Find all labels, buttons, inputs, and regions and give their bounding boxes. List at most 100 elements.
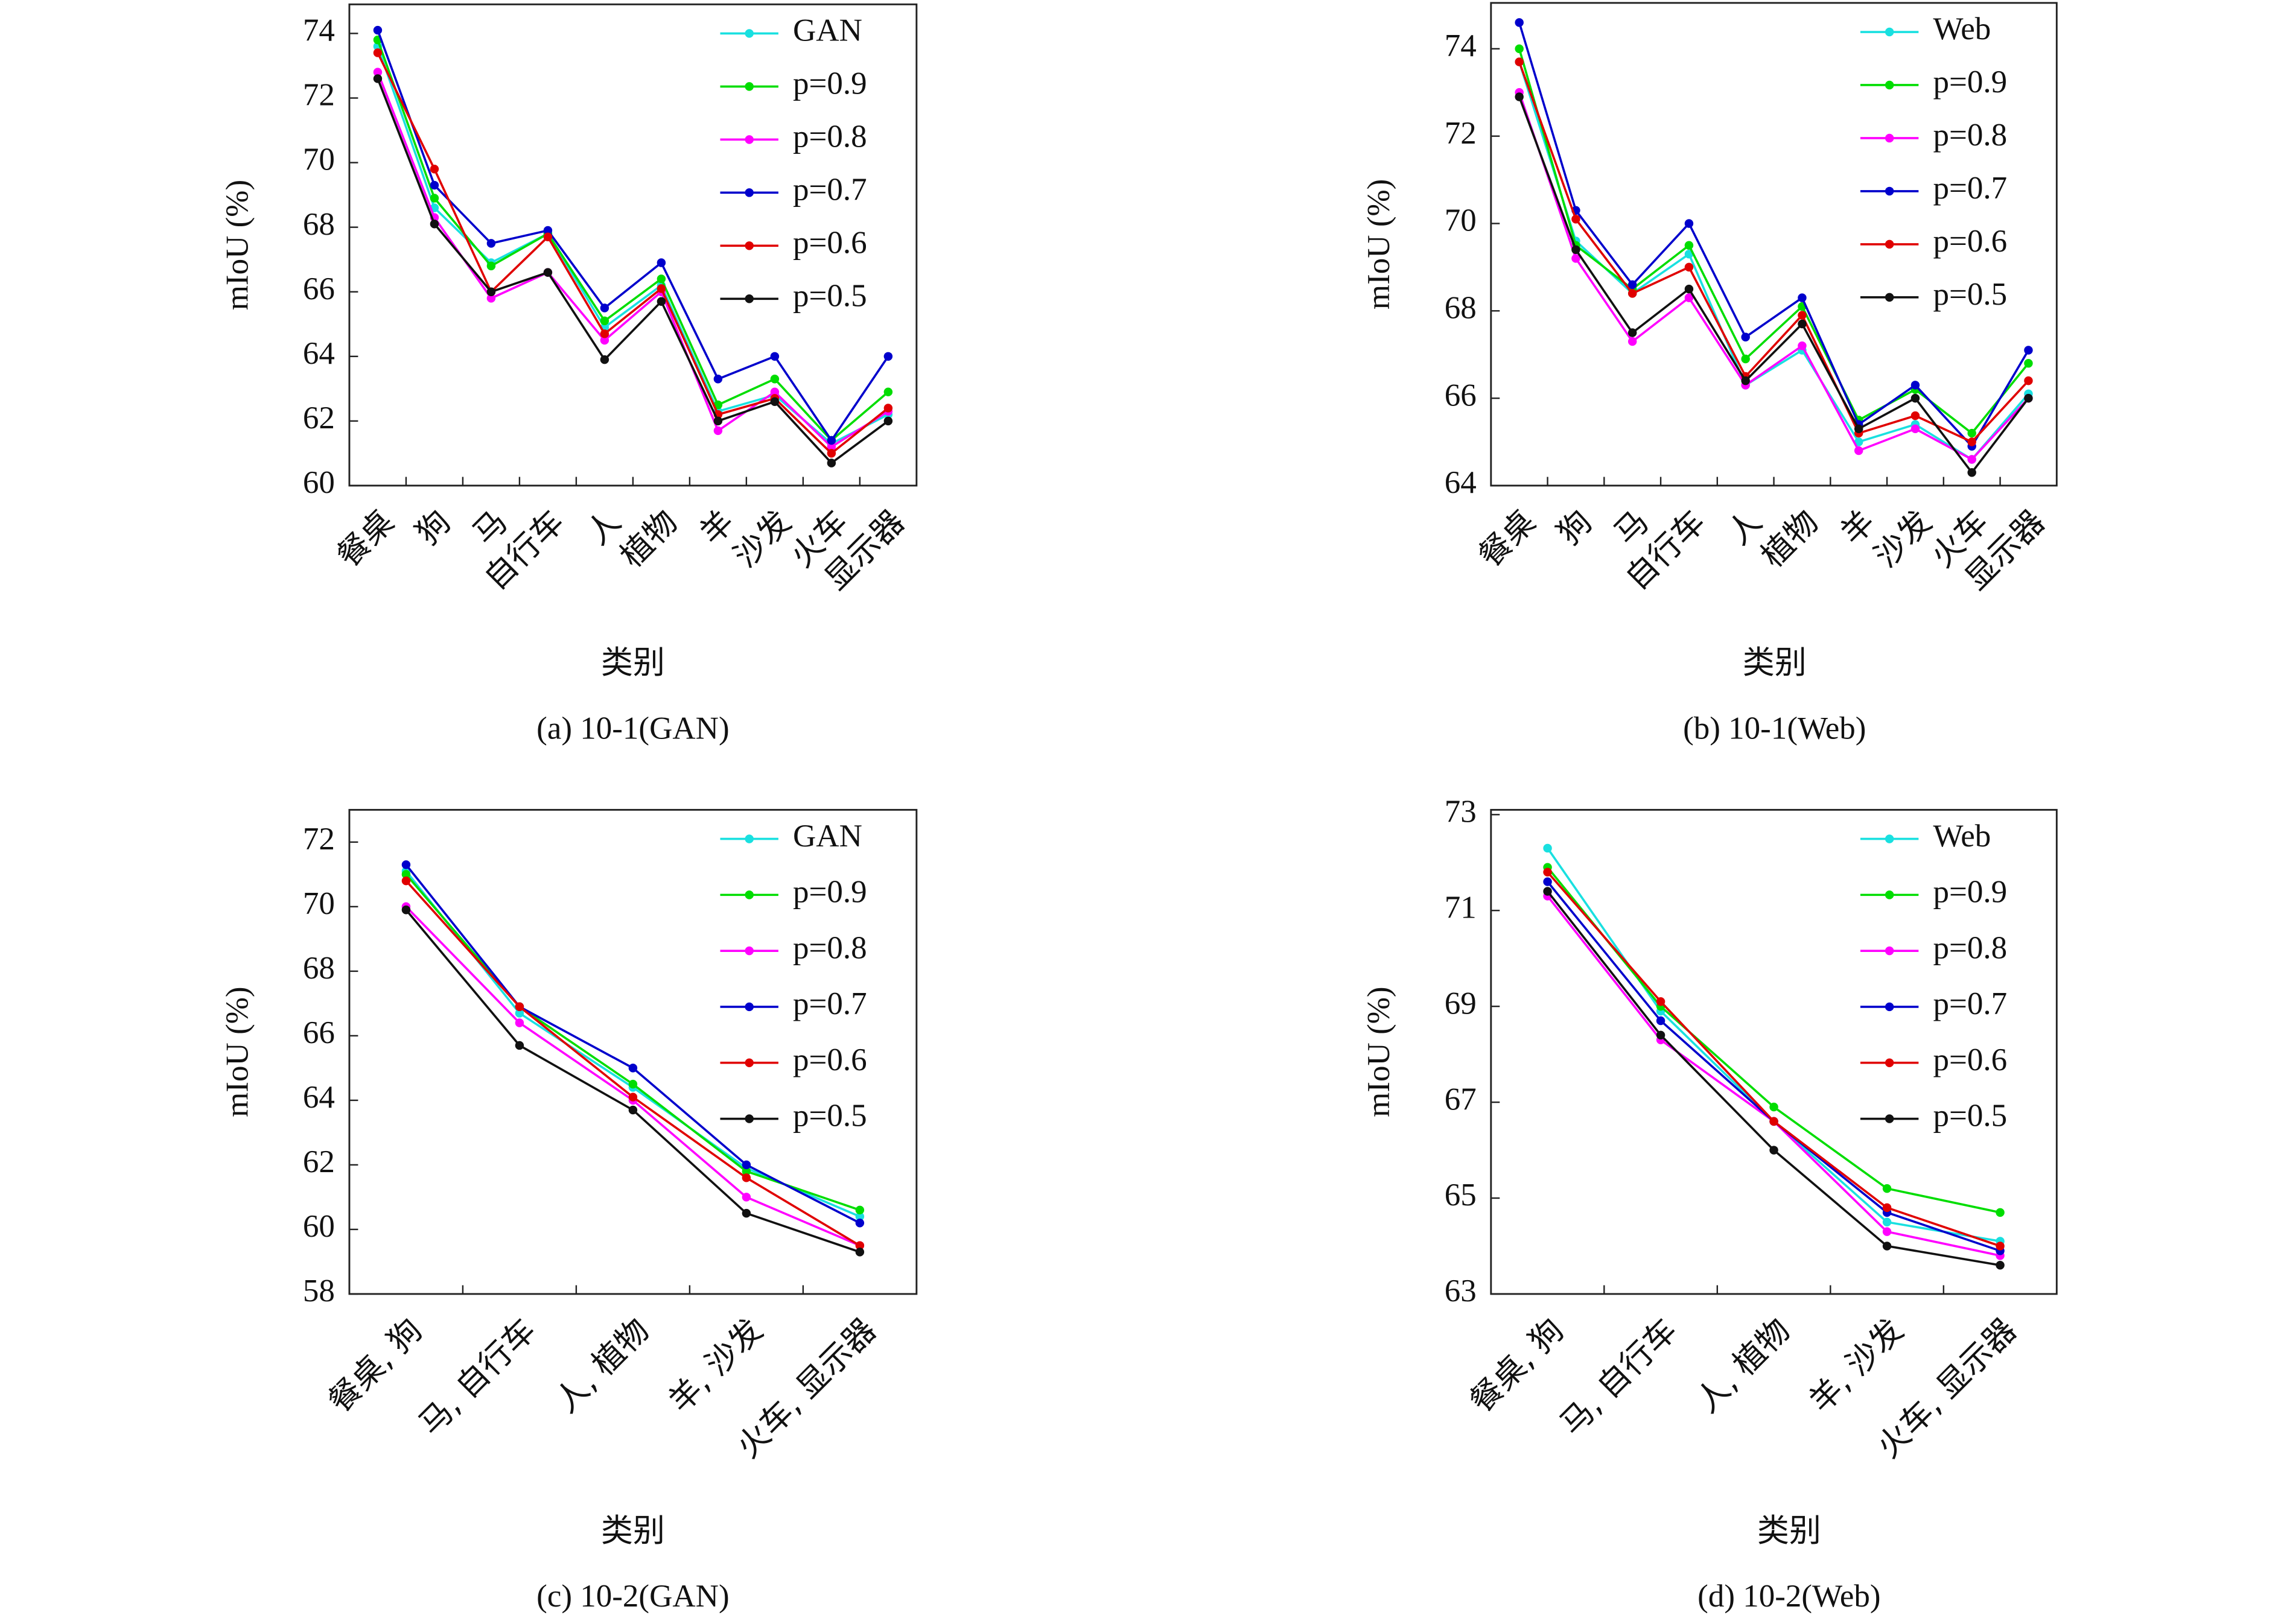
data-point xyxy=(713,426,723,436)
data-point xyxy=(373,74,383,83)
data-point xyxy=(1627,328,1637,337)
x-tick-label: 沙发 xyxy=(1867,503,1939,575)
legend-label: p=0.9 xyxy=(793,875,867,910)
legend-label: p=0.7 xyxy=(793,986,867,1021)
data-point xyxy=(1571,254,1580,263)
data-point xyxy=(515,1002,524,1011)
data-point xyxy=(543,226,553,235)
y-tick-label: 64 xyxy=(303,336,335,371)
data-point xyxy=(401,870,411,879)
data-point xyxy=(628,1064,638,1073)
data-point xyxy=(742,1160,751,1170)
legend-label: GAN xyxy=(793,819,862,854)
series-line xyxy=(377,78,889,465)
legend-label: p=0.5 xyxy=(793,1099,867,1134)
y-tick-label: 67 xyxy=(1445,1082,1477,1117)
data-point xyxy=(855,1205,865,1215)
data-point xyxy=(2024,393,2033,403)
plot-frame xyxy=(348,808,918,1295)
data-point xyxy=(770,387,780,396)
y-axis-title: mIoU (%) xyxy=(220,986,255,1117)
data-point xyxy=(827,436,836,445)
data-point xyxy=(657,297,666,306)
legend-marker xyxy=(1885,239,1894,249)
data-point xyxy=(1854,424,1863,434)
data-point xyxy=(373,68,383,77)
series-line xyxy=(1547,871,2001,1248)
data-point xyxy=(770,375,780,384)
y-tick-label: 65 xyxy=(1445,1178,1477,1213)
legend-label: p=0.6 xyxy=(1933,224,2007,259)
legend-label: p=0.5 xyxy=(1933,1099,2007,1134)
data-point xyxy=(883,416,893,426)
x-tick-label: 人, 植物 xyxy=(548,1312,657,1420)
data-point xyxy=(1627,289,1637,298)
data-point xyxy=(1741,332,1750,341)
x-axis-title: 类别 xyxy=(1743,644,1807,681)
y-tick-label: 62 xyxy=(303,401,335,436)
series-line xyxy=(405,870,861,1218)
y-tick-label: 62 xyxy=(303,1144,335,1179)
caption: (d) 10-2(Web) xyxy=(1697,1579,1880,1614)
legend-label: Web xyxy=(1933,819,1991,854)
data-point xyxy=(1882,1217,1892,1226)
series-line xyxy=(1518,92,2029,461)
legend-label: p=0.8 xyxy=(1933,118,2007,153)
caption: (b) 10-1(Web) xyxy=(1683,711,1866,746)
data-point xyxy=(1854,437,1863,446)
legend-label: p=0.9 xyxy=(793,66,867,101)
data-point xyxy=(543,268,553,277)
data-point xyxy=(1656,1030,1665,1040)
plot-frame xyxy=(1490,808,2058,1295)
x-tick-label: 植物 xyxy=(613,503,685,575)
data-point xyxy=(1515,92,1524,101)
data-point xyxy=(1798,341,1807,350)
legend-marker xyxy=(1885,80,1894,90)
data-point xyxy=(827,442,836,451)
legend-label: p=0.7 xyxy=(1933,986,2007,1021)
legend-marker xyxy=(1885,293,1894,302)
data-point xyxy=(1996,1261,2005,1270)
series-line xyxy=(1547,847,2000,1243)
data-point xyxy=(1515,57,1524,66)
y-axis-title: mIoU (%) xyxy=(1361,179,1396,309)
data-point xyxy=(713,400,723,410)
data-point xyxy=(883,387,893,396)
series-line xyxy=(405,864,861,1224)
data-point xyxy=(1627,337,1637,346)
legend-label: p=0.8 xyxy=(1933,930,2007,965)
y-tick-label: 70 xyxy=(303,142,335,177)
y-tick-label: 64 xyxy=(1445,465,1477,500)
data-point xyxy=(1543,887,1552,896)
legend-marker xyxy=(745,890,754,899)
legend-label: p=0.6 xyxy=(793,1042,867,1077)
data-point xyxy=(1967,455,1976,464)
data-point xyxy=(515,1018,524,1027)
y-tick-label: 68 xyxy=(303,207,335,242)
data-point xyxy=(401,876,411,886)
y-tick-label: 74 xyxy=(1445,28,1477,63)
data-point xyxy=(827,449,836,458)
legend-marker xyxy=(1885,1114,1894,1123)
data-point xyxy=(770,352,780,361)
y-tick-label: 66 xyxy=(303,1015,335,1050)
data-point xyxy=(1882,1227,1892,1236)
y-tick-label: 60 xyxy=(303,465,335,500)
legend-marker xyxy=(745,1058,754,1067)
data-point xyxy=(1543,843,1552,853)
legend-marker xyxy=(745,188,754,197)
legend-marker xyxy=(745,82,754,91)
legend-label: p=0.8 xyxy=(793,119,867,154)
y-tick-label: 70 xyxy=(303,886,335,921)
y-tick-label: 58 xyxy=(303,1274,335,1308)
series-line xyxy=(1518,96,2029,475)
y-tick-label: 72 xyxy=(303,822,335,857)
x-tick-label: 狗 xyxy=(409,503,457,552)
series-line xyxy=(1518,48,2029,435)
y-tick-label: 72 xyxy=(303,78,335,113)
data-point xyxy=(600,329,609,338)
data-point xyxy=(1684,284,1694,294)
data-point xyxy=(600,316,609,326)
y-tick-label: 64 xyxy=(303,1080,335,1115)
